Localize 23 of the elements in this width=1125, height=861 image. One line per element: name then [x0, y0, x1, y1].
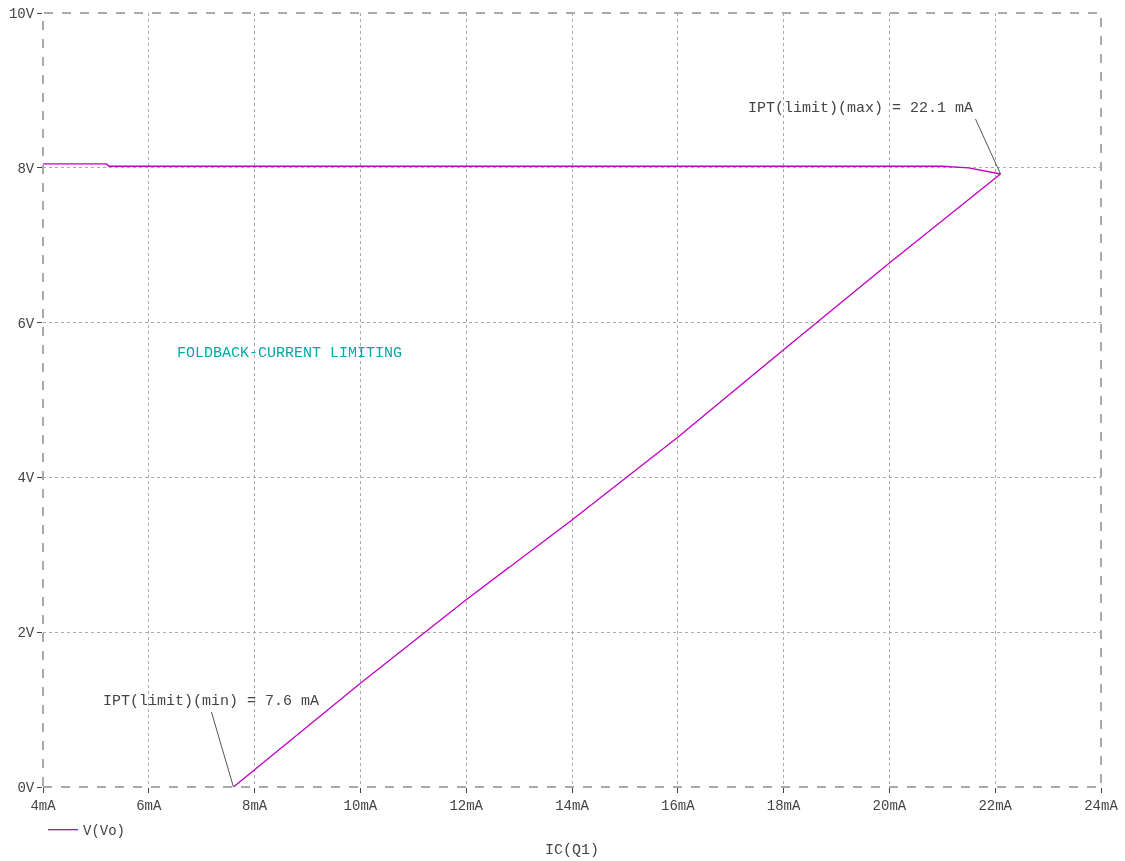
x-tick-label: 22mA — [978, 797, 1013, 814]
x-tick-label: 4mA — [30, 797, 57, 814]
legend-label: V(Vo) — [83, 823, 126, 840]
x-tick-label: 16mA — [661, 797, 696, 814]
annotation: FOLDBACK-CURRENT LIMITING — [177, 345, 403, 362]
x-tick-label: 12mA — [449, 797, 484, 814]
x-axis-title: IC(Q1) — [544, 841, 600, 859]
y-tick-label: 10V — [8, 5, 35, 22]
y-tick-label: 0V — [17, 779, 35, 796]
x-tick-label: 6mA — [136, 797, 162, 814]
x-tick-label: 20mA — [872, 797, 907, 814]
y-tick-label: 8V — [17, 160, 35, 177]
annotation: IPT(limit)(max) = 22.1 mA — [748, 100, 974, 117]
x-tick-label: 10mA — [343, 797, 378, 814]
annotation: IPT(limit)(min) = 7.6 mA — [103, 693, 320, 710]
x-tick-label: 24mA — [1084, 797, 1119, 814]
line-series — [43, 163, 1002, 787]
y-tick-label: 6V — [17, 315, 35, 332]
y-tick-label: 2V — [17, 625, 35, 642]
x-tick-label: 8mA — [241, 797, 268, 814]
x-tick-label: 14mA — [555, 797, 590, 814]
y-tick-label: 4V — [17, 470, 35, 487]
x-tick-label: 18mA — [766, 797, 801, 814]
